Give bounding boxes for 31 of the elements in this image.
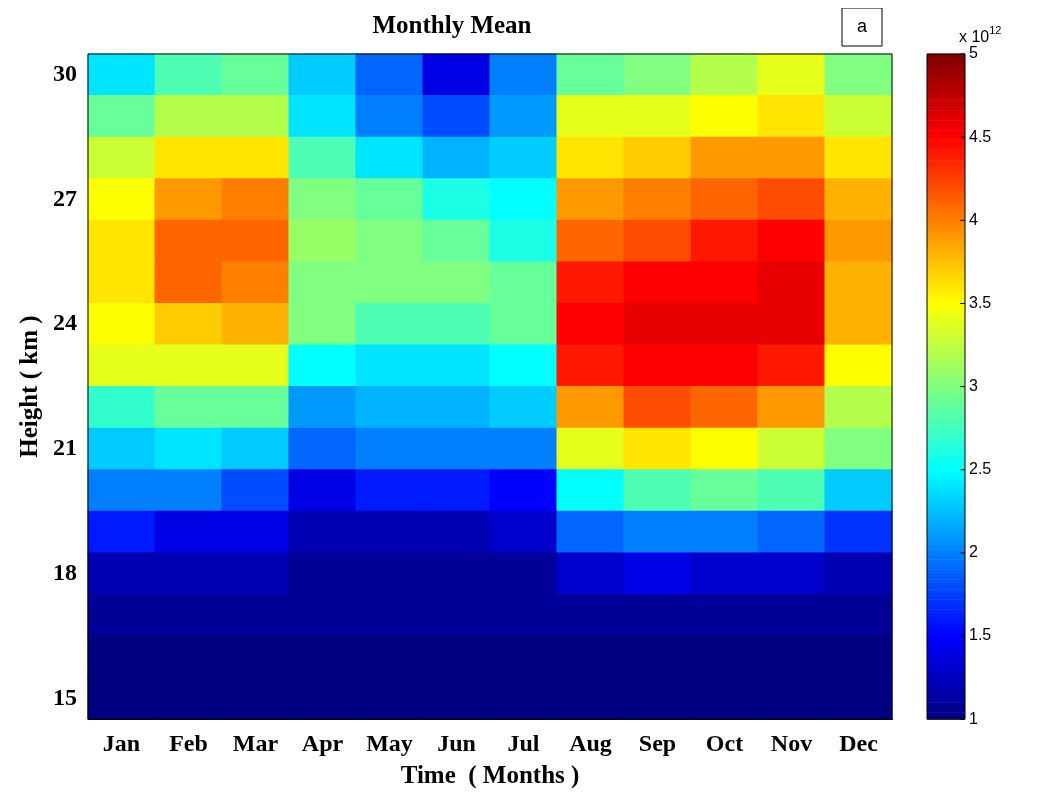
- y-tick-label: 21: [53, 434, 77, 461]
- x-tick-label: Oct: [705, 729, 744, 756]
- x-tick-label: Jan: [102, 729, 141, 756]
- color-bar-label: 2: [969, 543, 978, 561]
- y-tick-label: 30: [53, 59, 77, 86]
- color-bar-label: 3.5: [969, 293, 992, 311]
- color-bar-label: 1.5: [969, 626, 992, 644]
- color-bar-label: 3: [969, 377, 978, 395]
- x-tick-label: Jun: [437, 729, 476, 756]
- y-tick-label: 27: [53, 184, 77, 211]
- y-tick-label: 15: [53, 683, 77, 710]
- x-tick-label: Nov: [770, 729, 813, 756]
- y-tick-label: 24: [53, 309, 77, 336]
- text: a: [856, 15, 868, 36]
- x-tick-label: Jul: [507, 729, 540, 756]
- chart-title: Monthly Mean: [372, 11, 532, 39]
- x-tick-label: Aug: [569, 729, 612, 756]
- x-tick-label: Dec: [839, 729, 879, 756]
- x-tick-label: Apr: [301, 729, 344, 756]
- x-tick-label: Mar: [232, 729, 279, 756]
- y-axis-title: Height ( km ): [15, 315, 44, 458]
- color-bar-label: 4: [969, 210, 978, 228]
- color-bar-label: 4.5: [969, 127, 992, 145]
- color-bar-label: 5: [969, 44, 978, 62]
- x-axis-title: Time ( Months ): [400, 761, 580, 790]
- color-bar-label: 1: [969, 709, 978, 727]
- x-tick-label: May: [366, 729, 413, 756]
- x-tick-label: Sep: [638, 729, 677, 756]
- y-tick-label: 18: [53, 558, 77, 585]
- color-bar-label: 2.5: [969, 460, 992, 478]
- x-tick-label: Feb: [169, 729, 208, 756]
